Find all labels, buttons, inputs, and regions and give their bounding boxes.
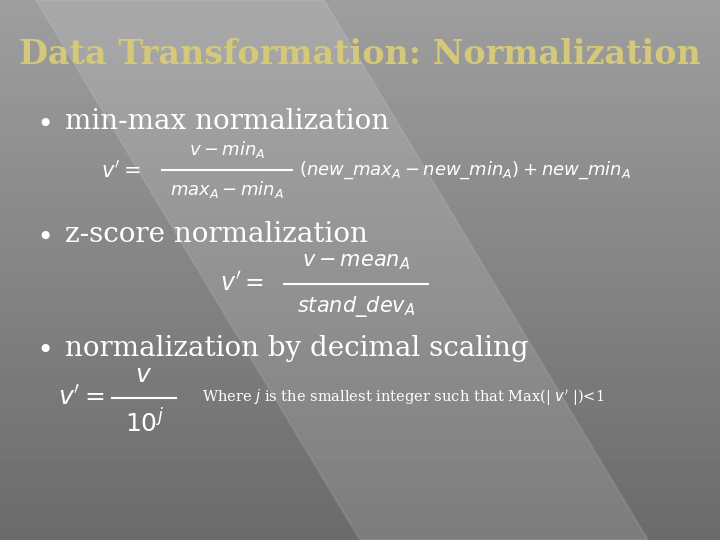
Text: $\bullet$: $\bullet$ (36, 107, 50, 136)
Text: $v'=$: $v'=$ (220, 272, 264, 295)
Text: $max_A - min_A$: $max_A - min_A$ (170, 179, 284, 200)
Text: Where $j$ is the smallest integer such that Max(| $v'$ |)<1: Where $j$ is the smallest integer such t… (202, 388, 604, 408)
Text: Data Transformation: Normalization: Data Transformation: Normalization (19, 38, 701, 71)
Text: $v'=$: $v'=$ (58, 386, 104, 410)
Text: normalization by decimal scaling: normalization by decimal scaling (65, 335, 528, 362)
Text: $v'=$: $v'=$ (101, 159, 140, 181)
Text: $\bullet$: $\bullet$ (36, 334, 50, 362)
Text: $v - min_A$: $v - min_A$ (189, 139, 265, 160)
Text: z-score normalization: z-score normalization (65, 221, 368, 248)
Text: $v - mean_A$: $v - mean_A$ (302, 253, 410, 272)
Text: $v$: $v$ (135, 363, 153, 387)
Text: $10^j$: $10^j$ (125, 409, 163, 437)
Polygon shape (36, 0, 648, 540)
Text: min-max normalization: min-max normalization (65, 108, 389, 135)
Text: $\bullet$: $\bullet$ (36, 221, 50, 249)
Text: $(new\_max_A - new\_min_A) + new\_min_A$: $(new\_max_A - new\_min_A) + new\_min_A$ (299, 159, 631, 181)
Text: $stand\_dev_A$: $stand\_dev_A$ (297, 294, 415, 319)
